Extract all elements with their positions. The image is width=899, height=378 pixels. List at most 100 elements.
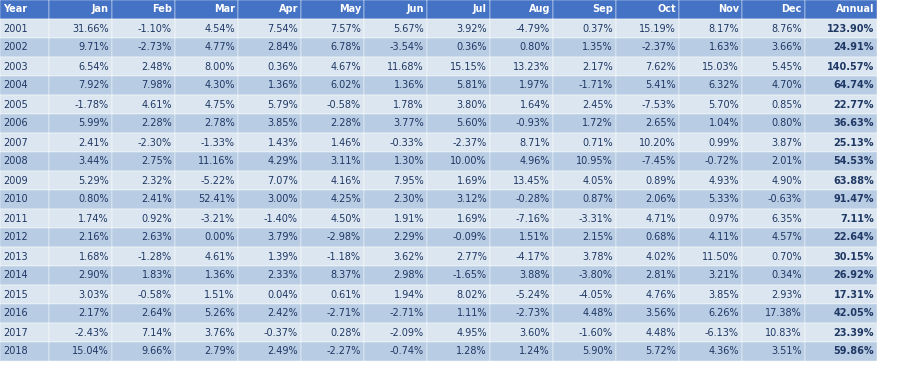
Bar (742, 228, 805, 247)
Bar (49, 209, 112, 228)
Bar (49, 247, 112, 266)
Text: 10.20%: 10.20% (639, 138, 676, 147)
Text: 2015: 2015 (3, 290, 28, 299)
Bar (175, 171, 238, 190)
Text: 1.64%: 1.64% (520, 99, 550, 110)
Text: 2016: 2016 (3, 308, 28, 319)
Bar (427, 76, 490, 95)
Bar (175, 38, 238, 57)
Bar (175, 247, 238, 266)
Text: 0.04%: 0.04% (268, 290, 298, 299)
Bar (112, 0, 175, 19)
Bar (427, 304, 490, 323)
Bar (805, 38, 877, 57)
Bar (616, 114, 679, 133)
Bar (679, 228, 742, 247)
Text: Jan: Jan (92, 5, 109, 14)
Text: 1.74%: 1.74% (78, 214, 109, 223)
Text: -0.72%: -0.72% (705, 156, 739, 166)
Bar (490, 152, 553, 171)
Text: 7.95%: 7.95% (393, 175, 424, 186)
Bar (238, 38, 301, 57)
Bar (805, 304, 877, 323)
Text: 91.47%: 91.47% (833, 195, 874, 204)
Text: 1.51%: 1.51% (520, 232, 550, 243)
Text: 4.05%: 4.05% (583, 175, 613, 186)
Text: 2013: 2013 (3, 251, 28, 262)
Bar (427, 114, 490, 133)
Text: 0.85%: 0.85% (771, 99, 802, 110)
Bar (49, 114, 112, 133)
Text: 2014: 2014 (3, 271, 28, 280)
Bar (364, 285, 427, 304)
Text: 3.76%: 3.76% (204, 327, 235, 338)
Text: -7.45%: -7.45% (642, 156, 676, 166)
Bar (679, 76, 742, 95)
Bar (301, 228, 364, 247)
Bar (238, 76, 301, 95)
Bar (112, 152, 175, 171)
Text: 64.74%: 64.74% (833, 81, 874, 90)
Text: -1.28%: -1.28% (138, 251, 172, 262)
Text: 2011: 2011 (3, 214, 28, 223)
Bar (679, 304, 742, 323)
Text: 4.75%: 4.75% (204, 99, 235, 110)
Text: -3.21%: -3.21% (200, 214, 235, 223)
Text: 0.71%: 0.71% (583, 138, 613, 147)
Text: 3.80%: 3.80% (457, 99, 487, 110)
Text: 1.30%: 1.30% (394, 156, 424, 166)
Bar (0, 57, 49, 76)
Bar (490, 171, 553, 190)
Text: 1.46%: 1.46% (331, 138, 361, 147)
Text: Sep: Sep (592, 5, 613, 14)
Bar (679, 133, 742, 152)
Bar (553, 133, 616, 152)
Text: 3.88%: 3.88% (520, 271, 550, 280)
Text: 5.67%: 5.67% (393, 23, 424, 34)
Bar (301, 38, 364, 57)
Text: 11.68%: 11.68% (387, 62, 424, 71)
Bar (616, 190, 679, 209)
Text: 4.93%: 4.93% (708, 175, 739, 186)
Bar (805, 171, 877, 190)
Bar (364, 266, 427, 285)
Text: 2.81%: 2.81% (645, 271, 676, 280)
Text: 2.64%: 2.64% (141, 308, 172, 319)
Bar (742, 114, 805, 133)
Text: 5.90%: 5.90% (583, 347, 613, 356)
Bar (364, 57, 427, 76)
Bar (742, 304, 805, 323)
Bar (553, 323, 616, 342)
Bar (679, 285, 742, 304)
Bar (616, 209, 679, 228)
Bar (616, 323, 679, 342)
Text: 8.37%: 8.37% (330, 271, 361, 280)
Bar (616, 247, 679, 266)
Text: 2012: 2012 (3, 232, 28, 243)
Text: -2.71%: -2.71% (326, 308, 361, 319)
Text: 26.92%: 26.92% (833, 271, 874, 280)
Text: 0.36%: 0.36% (268, 62, 298, 71)
Bar (0, 228, 49, 247)
Text: -1.18%: -1.18% (327, 251, 361, 262)
Text: 2.78%: 2.78% (204, 118, 235, 129)
Text: 25.13%: 25.13% (833, 138, 874, 147)
Text: -3.80%: -3.80% (579, 271, 613, 280)
Bar (805, 228, 877, 247)
Text: 2002: 2002 (3, 42, 28, 53)
Text: 2008: 2008 (3, 156, 28, 166)
Text: 31.66%: 31.66% (73, 23, 109, 34)
Bar (679, 114, 742, 133)
Bar (49, 228, 112, 247)
Text: 15.19%: 15.19% (639, 23, 676, 34)
Bar (553, 342, 616, 361)
Bar (490, 323, 553, 342)
Bar (742, 209, 805, 228)
Text: -0.63%: -0.63% (768, 195, 802, 204)
Bar (301, 0, 364, 19)
Bar (742, 95, 805, 114)
Bar (427, 190, 490, 209)
Bar (112, 209, 175, 228)
Bar (490, 247, 553, 266)
Bar (679, 342, 742, 361)
